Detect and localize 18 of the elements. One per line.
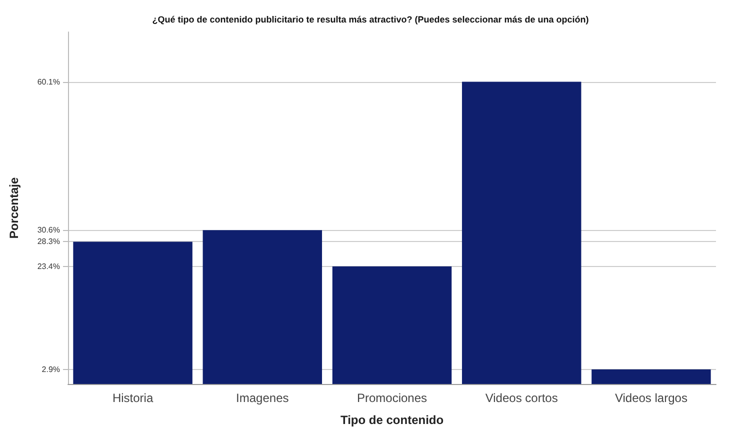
y-tick-label: 60.1% [37, 77, 60, 86]
bar [202, 230, 322, 384]
y-tick-label: 2.9% [42, 364, 60, 374]
bar [462, 82, 582, 384]
x-axis-title: Tipo de contenido [340, 413, 444, 427]
x-tick-label: Videos cortos [485, 391, 558, 405]
bar [332, 266, 452, 384]
x-tick-label: Historia [112, 391, 154, 405]
y-tick-label: 30.6% [37, 226, 60, 235]
x-tick-label: Promociones [356, 391, 428, 405]
y-axis-title: Porcentaje [7, 176, 21, 239]
y-tick-label: 23.4% [37, 262, 60, 271]
bar [592, 369, 711, 384]
bar [73, 242, 192, 384]
x-tick-label: Videos largos [614, 391, 688, 405]
chart-title: ¿Qué tipo de contenido publicitario te resulta más atractivo? (Puedes seleccionar más de una opción) [152, 14, 589, 24]
y-tick-label: 28.3% [37, 237, 60, 246]
x-tick-label: Imagenes [236, 391, 289, 405]
